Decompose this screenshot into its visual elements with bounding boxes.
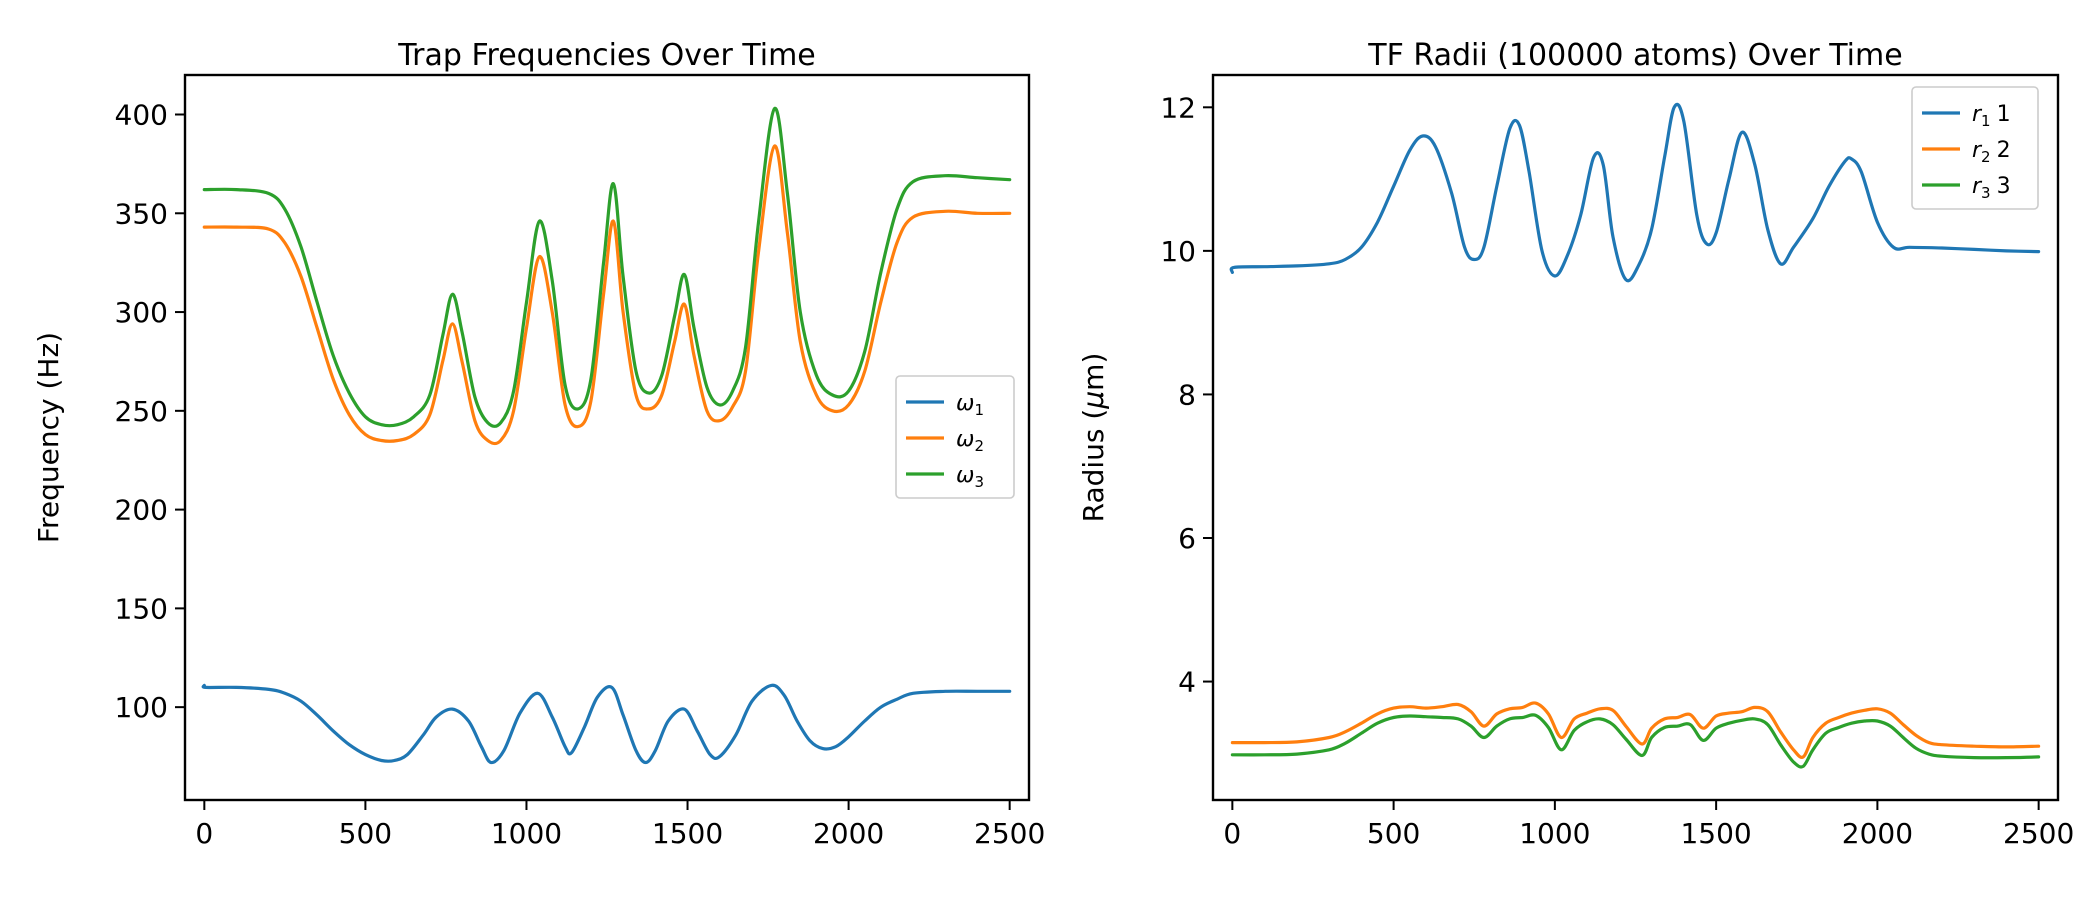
x-tick-label: 1000 [1519, 817, 1590, 850]
y-tick-label: 200 [115, 494, 168, 527]
chart-title: TF Radii (100000 atoms) Over Time [1367, 38, 1902, 73]
legend-label: r1 1 [1972, 102, 2011, 130]
axes-frame [183, 73, 1031, 802]
x-tick-label: 0 [1223, 817, 1241, 850]
y-tick-label: 150 [115, 592, 168, 625]
series-line-1 [201, 683, 1012, 765]
y-tick-label: 300 [115, 296, 168, 329]
legend-label: ω3 [956, 463, 984, 491]
y-axis-label: Frequency (Hz) [32, 332, 65, 543]
y-tick-label: 400 [115, 99, 168, 132]
chart-title: Trap Frequencies Over Time [397, 38, 816, 73]
y-tick-label: 10 [1160, 235, 1196, 268]
series-line-1 [1229, 102, 2041, 283]
series-line-2 [1230, 701, 2041, 759]
y-tick-label: 6 [1178, 522, 1196, 555]
y-tick-label: 8 [1178, 378, 1196, 411]
series-line-3 [202, 106, 1012, 428]
legend-box [1911, 86, 2039, 210]
x-tick-label: 2500 [974, 817, 1045, 850]
plot-area [201, 106, 1012, 765]
series-line-3 [1230, 713, 2041, 769]
legend-label: r2 2 [1972, 138, 2011, 166]
legend: r1 1 r2 2 r3 3 [1911, 86, 2039, 210]
x-tick-label: 1500 [1680, 817, 1751, 850]
legend-label: r3 3 [1972, 174, 2011, 202]
y-tick-label: 250 [115, 395, 168, 428]
series-line-2 [202, 144, 1012, 446]
y-tick-label: 12 [1160, 91, 1196, 124]
y-tick-label: 350 [115, 197, 168, 230]
x-tick-label: 2000 [1842, 817, 1913, 850]
trap-frequencies-chart: Trap Frequencies Over Time Frequency (Hz… [32, 38, 1045, 850]
legend-label: ω2 [956, 427, 984, 455]
x-tick-label: 500 [339, 817, 392, 850]
y-tick-label: 100 [115, 691, 168, 724]
legend: ω1 ω2 ω3 [895, 375, 1015, 499]
axes-frame [1211, 73, 2060, 802]
x-tick-label: 2000 [813, 817, 884, 850]
x-tick-label: 500 [1367, 817, 1420, 850]
x-tick-label: 1500 [652, 817, 723, 850]
plot-area [1229, 102, 2041, 769]
x-tick-label: 0 [195, 817, 213, 850]
legend-box [895, 375, 1015, 499]
y-tick-label: 4 [1178, 666, 1196, 699]
x-tick-label: 2500 [2003, 817, 2074, 850]
legend-label: ω1 [956, 391, 984, 419]
tf-radii-chart: TF Radii (100000 atoms) Over Time Radius… [1077, 38, 2074, 850]
x-tick-label: 1000 [491, 817, 562, 850]
y-axis-label: Radius (μm) [1077, 353, 1110, 523]
